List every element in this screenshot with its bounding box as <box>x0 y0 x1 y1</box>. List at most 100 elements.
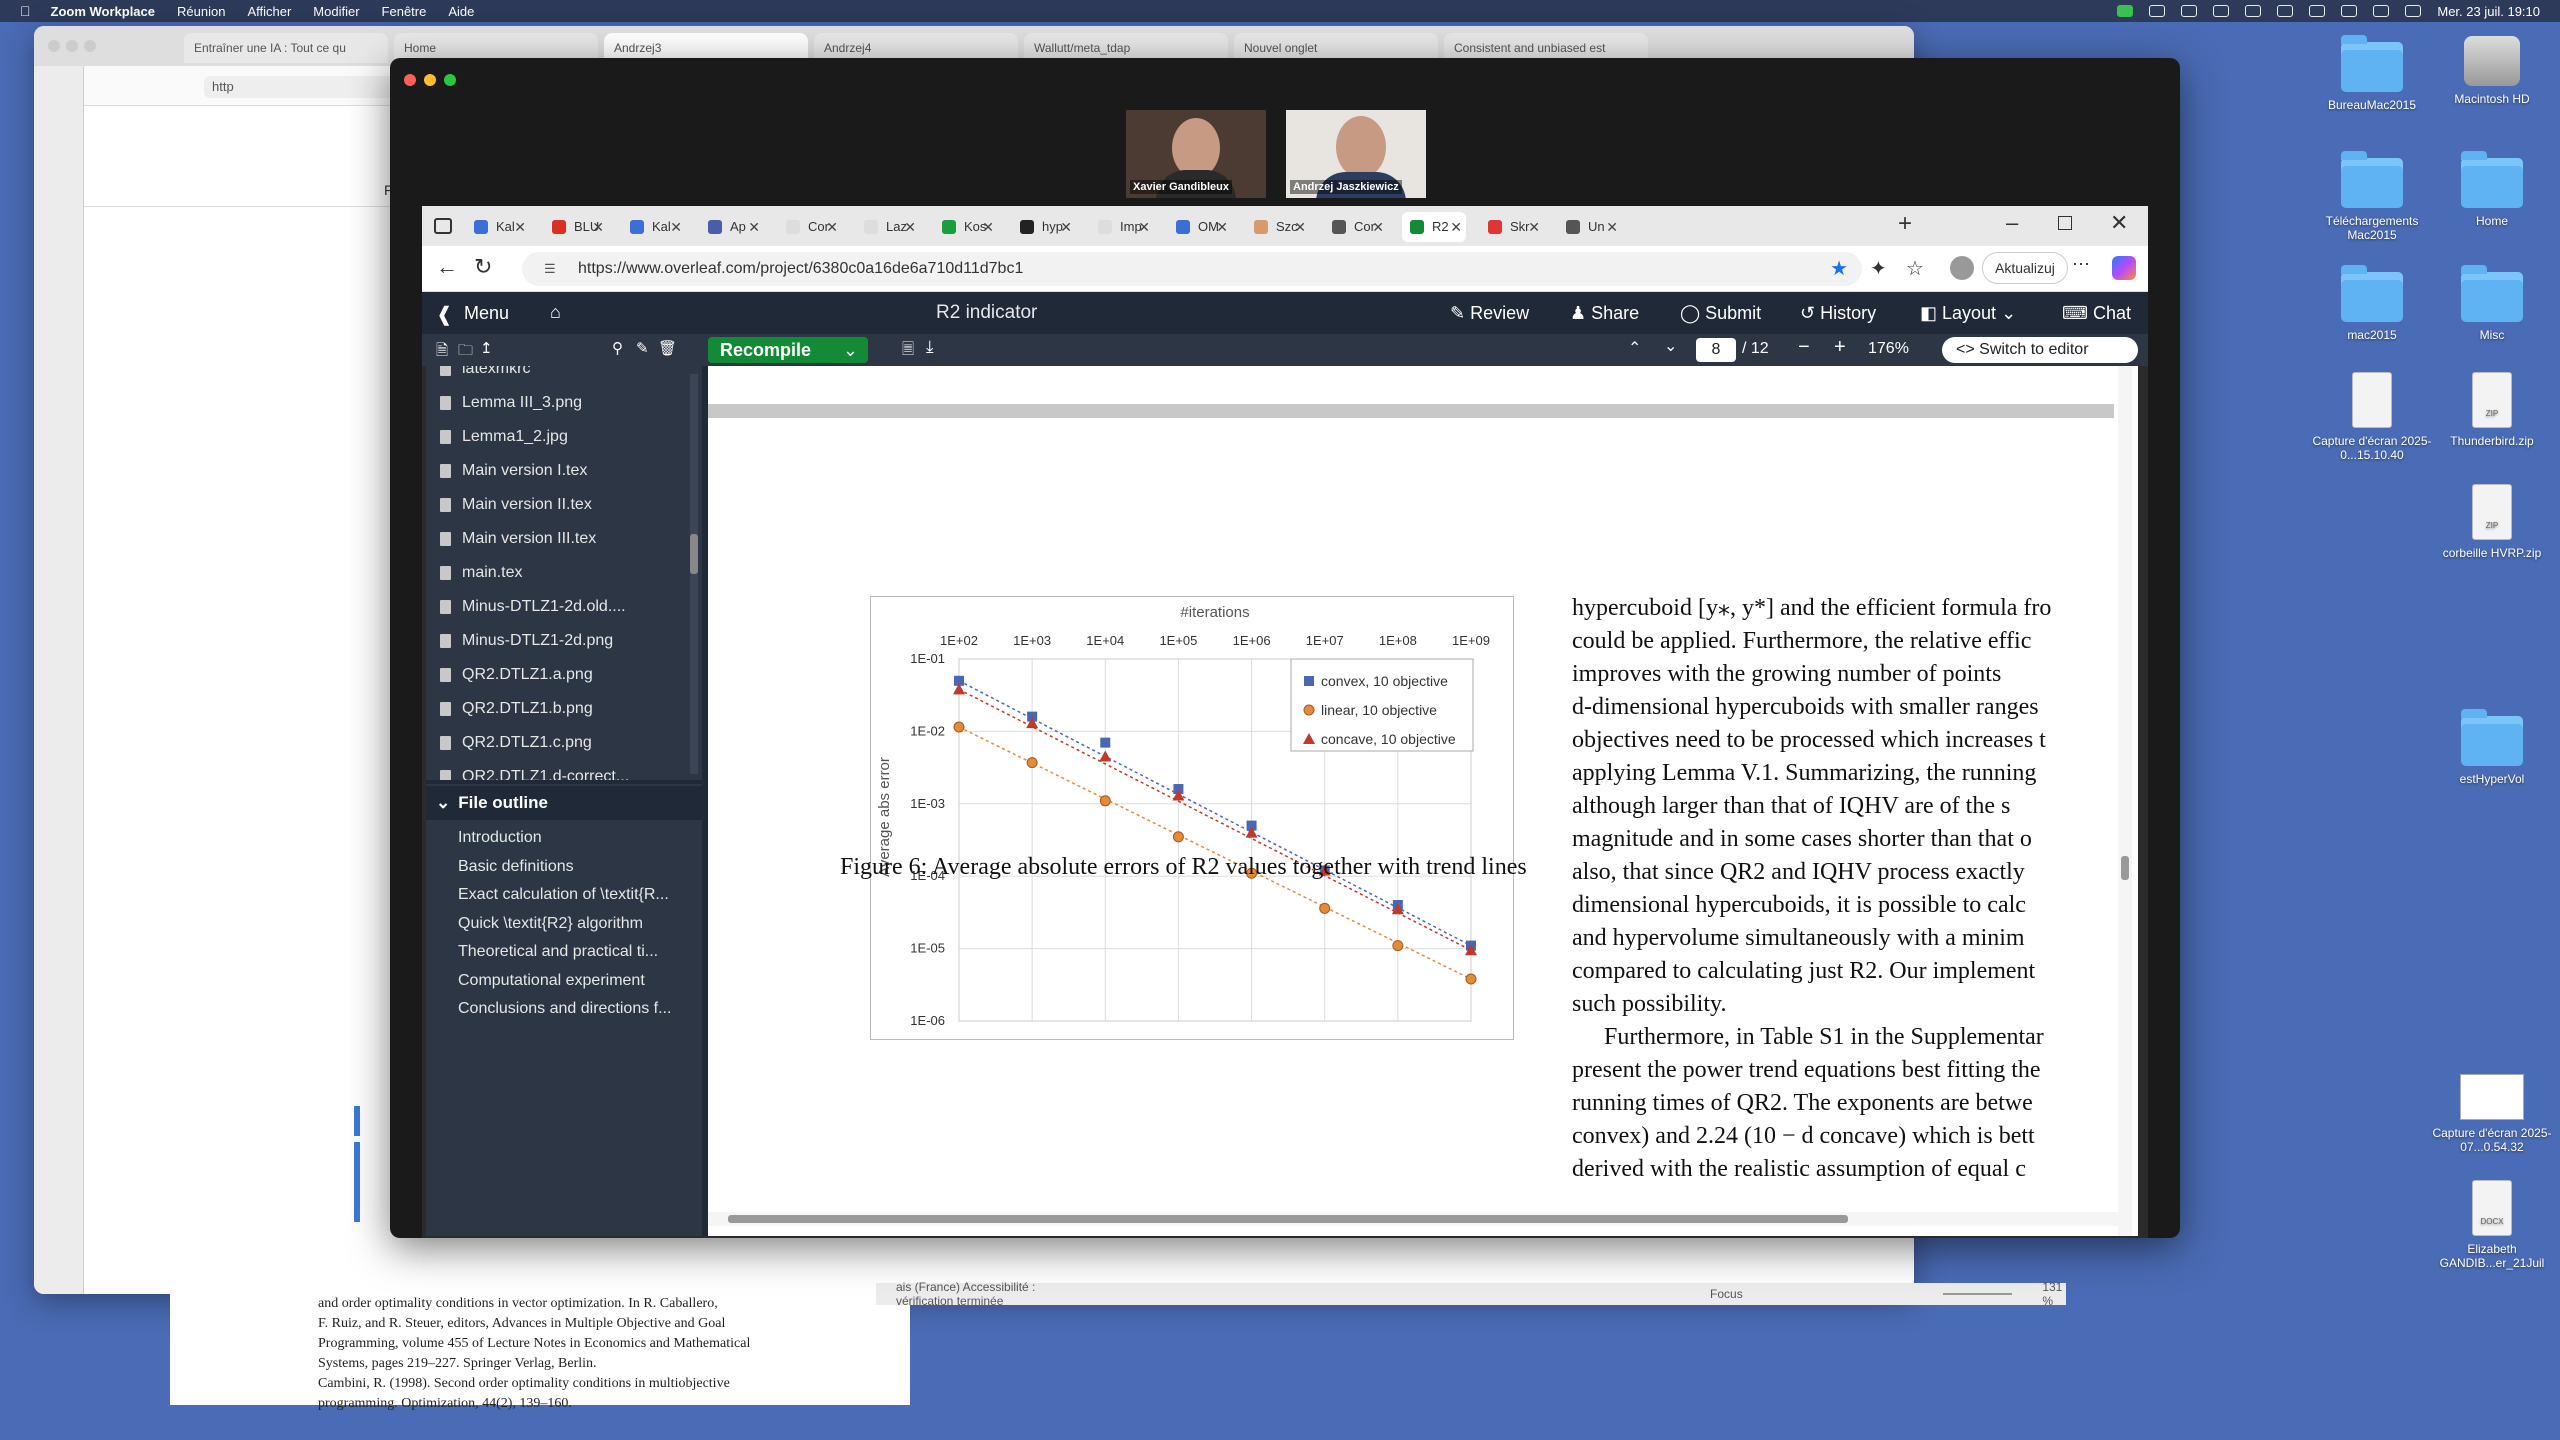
url-field[interactable]: ☰ https://www.overleaf.com/project/6380c… <box>522 252 1862 286</box>
tab-close-icon[interactable]: ✕ <box>670 219 682 235</box>
menubar-clock[interactable]: Mer. 23 juil. 19:10 <box>2437 3 2540 19</box>
outline-item[interactable]: Exact calculation of \textit{R... <box>458 886 669 903</box>
next-page-icon[interactable]: ⌄ <box>1664 338 1678 355</box>
status-icon[interactable] <box>2181 5 2198 17</box>
menu-item-reunion[interactable]: Réunion <box>166 3 225 19</box>
desktop-icon-corbeille-zip[interactable]: ZIP corbeille HVRP.zip <box>2432 484 2552 560</box>
desktop-icon-thunderbird-zip[interactable]: ZIP Thunderbird.zip <box>2432 372 2552 448</box>
edge-tab[interactable]: Laz ✕ <box>856 212 920 242</box>
chevron-down-icon[interactable]: ⌄ <box>842 340 858 360</box>
menu-item-modifier[interactable]: Modifier <box>302 3 359 19</box>
share-button[interactable]: ♟ Share <box>1570 303 1640 323</box>
desktop-icon-mac2015[interactable]: mac2015 <box>2312 265 2432 342</box>
file-tree-item[interactable]: Lemma1_2.jpg <box>426 420 688 454</box>
edge-tab[interactable]: Kos ✕ <box>934 212 998 242</box>
submit-button[interactable]: ◯ Submit <box>1680 303 1762 323</box>
scrollbar-thumb[interactable] <box>728 1215 1848 1223</box>
profile-avatar[interactable] <box>1950 256 1974 280</box>
tab-close-icon[interactable]: ✕ <box>1450 219 1462 235</box>
status-icon[interactable] <box>2245 5 2262 17</box>
search-icon[interactable] <box>2373 5 2390 17</box>
outline-item[interactable]: Computational experiment <box>458 971 645 989</box>
zoom-in-icon[interactable]: + <box>1834 336 1846 358</box>
search-icon[interactable]: ⚲ <box>612 340 623 357</box>
window-zoom-button[interactable] <box>84 40 96 52</box>
tab-close-icon[interactable]: ✕ <box>1606 219 1618 235</box>
apple-menu-icon[interactable]:  <box>20 3 31 19</box>
edge-tab[interactable]: Ap ✕ <box>700 212 764 242</box>
file-tree-item[interactable]: Main version II.tex <box>426 488 688 522</box>
edge-tab[interactable]: BLU ✕ <box>544 212 608 242</box>
wifi-icon[interactable] <box>2341 5 2358 17</box>
tab-close-icon[interactable]: ✕ <box>1528 219 1540 235</box>
file-tree-item[interactable]: latexmkrc <box>426 366 688 386</box>
more-menu-icon[interactable]: ⋯ <box>2072 254 2090 274</box>
menu-app-name[interactable]: Zoom Workplace <box>40 3 156 19</box>
desktop-icon-macintosh-hd[interactable]: Macintosh HD <box>2432 36 2552 106</box>
site-info-icon[interactable]: ☰ <box>544 261 556 276</box>
control-center-icon[interactable] <box>2405 5 2422 17</box>
edge-tab[interactable]: Imp ✕ <box>1090 212 1154 242</box>
status-icon[interactable] <box>2277 5 2294 17</box>
edge-tab[interactable]: Cor ✕ <box>778 212 842 242</box>
recompile-button[interactable]: Recompile ⌄ <box>708 337 868 363</box>
favorite-star-icon[interactable]: ★ <box>1830 258 1848 280</box>
tab-entrainer[interactable]: Entraîner une IA : Tout ce qu <box>184 33 388 63</box>
participant-video-xavier[interactable]: Xavier Gandibleux <box>1126 110 1266 198</box>
project-title[interactable]: R2 indicator <box>936 302 1038 323</box>
desktop-icon-bureaumac2015[interactable]: BureauMac2015 <box>2312 35 2432 112</box>
pane-resizer[interactable] <box>702 366 708 1236</box>
outline-item[interactable]: Theoretical and practical ti... <box>458 943 659 960</box>
file-tree-item[interactable]: QR2.DTLZ1.c.png <box>426 726 688 760</box>
menu-item-afficher[interactable]: Afficher <box>236 3 291 19</box>
zoom-out-icon[interactable]: − <box>1798 336 1810 358</box>
desktop-icon-misc[interactable]: Misc <box>2432 265 2552 342</box>
tab-close-icon[interactable]: ✕ <box>1216 219 1228 235</box>
outline-item[interactable]: Conclusions and directions f... <box>458 1000 672 1017</box>
desktop-icon-elizabeth-docx[interactable]: DOCX Elizabeth GANDIB...er_21Juil <box>2432 1180 2552 1270</box>
update-button[interactable]: Aktualizuj <box>1982 252 2068 284</box>
tab-close-icon[interactable]: ✕ <box>904 219 916 235</box>
file-outline-header[interactable]: ⌄ File outline <box>426 786 702 820</box>
file-tree-item[interactable]: Minus-DTLZ1-2d.png <box>426 624 688 658</box>
edge-tab[interactable]: OM ✕ <box>1168 212 1232 242</box>
file-tree-item[interactable]: QR2.DTLZ1.a.png <box>426 658 688 692</box>
outline-item[interactable]: Basic definitions <box>458 857 574 875</box>
file-tree-item[interactable]: QR2.DTLZ1.b.png <box>426 692 688 726</box>
pdf-zoom-select[interactable]: 176% <box>1868 340 1909 357</box>
status-icon[interactable] <box>2149 5 2166 17</box>
zoom-fullscreen-button[interactable] <box>444 74 456 86</box>
scrollbar-thumb[interactable] <box>690 534 698 574</box>
file-tree-item[interactable]: Main version I.tex <box>426 454 688 488</box>
back-icon[interactable]: ← <box>436 254 458 279</box>
minimize-icon[interactable]: – <box>2006 210 2019 235</box>
edge-tab[interactable]: Szc ✕ <box>1246 212 1310 242</box>
close-window-icon[interactable]: ✕ <box>2110 210 2129 235</box>
edge-tab[interactable]: Skr ✕ <box>1480 212 1544 242</box>
history-button[interactable]: ↺ History <box>1800 303 1877 323</box>
pdf-vertical-scrollbar[interactable] <box>2118 366 2132 1236</box>
zoom-status-icon[interactable] <box>2117 5 2134 17</box>
menu-button[interactable]: Menu <box>464 303 510 323</box>
edge-tab[interactable]: R2 ✕ <box>1402 212 1466 242</box>
window-close-button[interactable] <box>48 40 60 52</box>
extensions-icon[interactable]: ✦ <box>1870 258 1887 280</box>
desktop-icon-capture-1[interactable]: Capture d'écran 2025-0...15.10.40 <box>2312 372 2432 462</box>
tab-close-icon[interactable]: ✕ <box>982 219 994 235</box>
status-icon[interactable] <box>2213 5 2230 17</box>
shared-edge-browser[interactable]: Kal ✕ BLU ✕ Kal ✕ Ap ✕ Cor ✕ Laz ✕ Kos ✕ hyp ✕ Imp ✕ OM ✕ Sz… <box>422 206 2148 1238</box>
copilot-icon[interactable] <box>2112 256 2136 280</box>
tab-close-icon[interactable]: ✕ <box>1372 219 1384 235</box>
refresh-icon[interactable]: ↻ <box>474 254 493 279</box>
desktop-icon-telechargements[interactable]: TéléchargementsMac2015 <box>2312 151 2432 242</box>
zoom-minimize-button[interactable] <box>424 74 436 86</box>
zoom-slider[interactable] <box>1942 1293 2013 1295</box>
tab-close-icon[interactable]: ✕ <box>748 219 760 235</box>
tab-close-icon[interactable]: ✕ <box>592 219 604 235</box>
pdf-horizontal-scrollbar[interactable] <box>708 1212 2118 1226</box>
new-folder-icon[interactable]: 🗀 <box>458 342 474 359</box>
edge-tab[interactable]: Kal ✕ <box>622 212 686 242</box>
file-tree-item[interactable]: Lemma III_3.png <box>426 386 688 420</box>
file-tree-scrollbar[interactable] <box>690 374 698 774</box>
restore-icon[interactable] <box>2058 216 2072 230</box>
